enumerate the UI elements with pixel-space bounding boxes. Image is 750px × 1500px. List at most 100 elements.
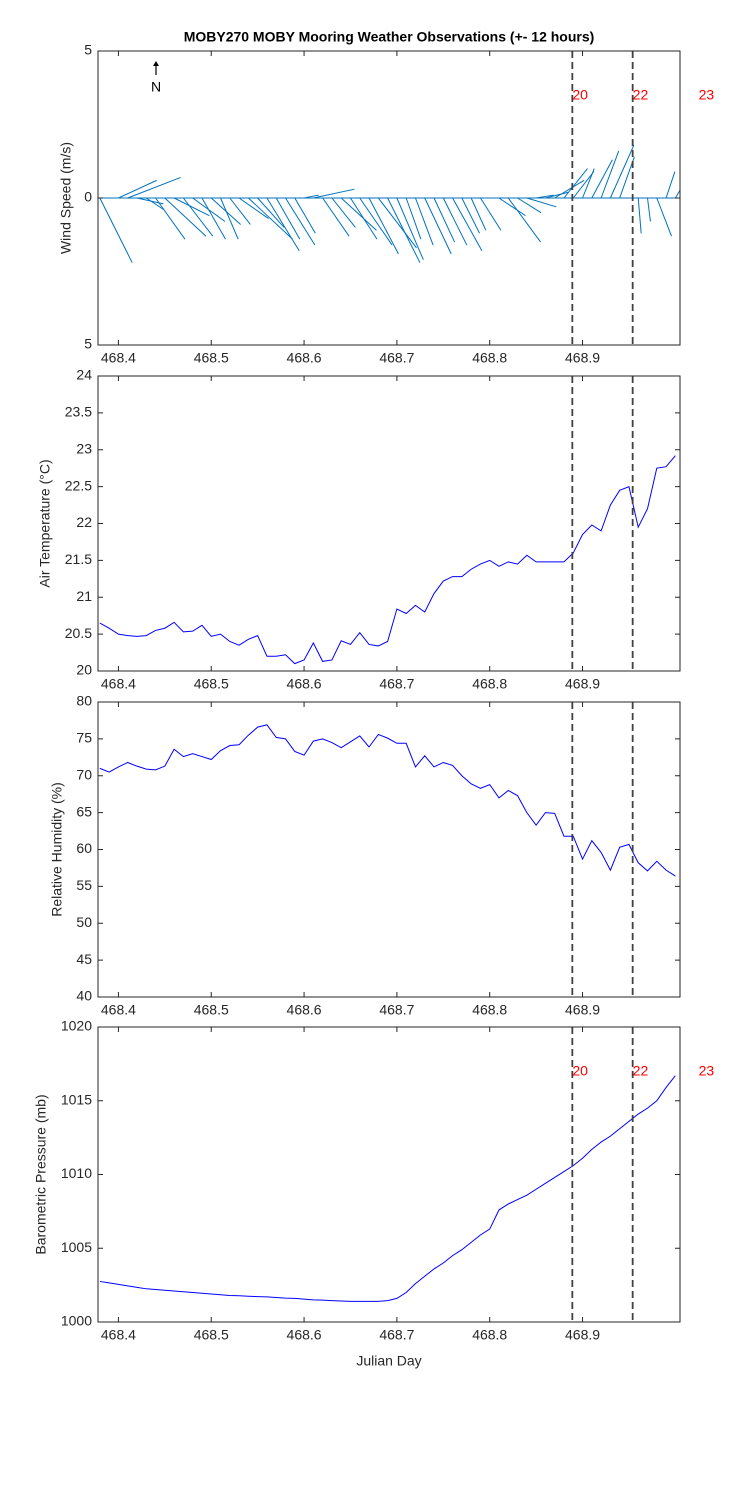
wind-stick: [647, 197, 651, 222]
x-tick-label: 468.7: [379, 350, 414, 366]
wind-stick: [322, 197, 350, 237]
north-arrow-head: [153, 61, 159, 66]
wind-stick: [545, 191, 570, 199]
wind-stick: [405, 197, 422, 240]
wind-stick: [118, 179, 157, 199]
x-tick-label: 468.8: [472, 1002, 507, 1018]
wind-stick: [285, 197, 316, 246]
y-tick-label: 1020: [61, 1018, 92, 1034]
axes-box: [97, 50, 681, 346]
wind-stick: [155, 197, 186, 240]
wind-stick: [600, 150, 620, 199]
data-line: [99, 724, 676, 877]
plot-area: [99, 455, 676, 665]
wind-stick: [526, 197, 557, 208]
x-tick-label: 468.4: [101, 1327, 136, 1343]
y-tick-label: 75: [76, 730, 92, 746]
wind-stick: [665, 171, 676, 199]
wind-stick: [396, 197, 424, 260]
y-tick-label: 21: [76, 588, 92, 604]
wind-stick: [387, 197, 421, 263]
chart-title: MOBY270 MOBY Mooring Weather Observation…: [184, 29, 595, 45]
y-tick-label: 65: [76, 803, 92, 819]
hour-label: 23: [699, 1063, 715, 1079]
hour-label: 22: [633, 87, 649, 103]
x-tick-label: 468.7: [379, 1327, 414, 1343]
x-tick-label: 468.5: [194, 350, 229, 366]
y-tick-label: 40: [76, 988, 92, 1004]
y-tick-label: 60: [76, 840, 92, 856]
x-tick-label: 468.4: [101, 1002, 136, 1018]
plot-area: [99, 724, 676, 877]
wind-stick: [414, 197, 434, 246]
wind-stick: [609, 144, 635, 199]
wind-stick: [201, 197, 226, 240]
y-tick-label: 5: [84, 42, 92, 58]
wind-stick: [507, 197, 542, 243]
y-tick-label: 21.5: [65, 551, 92, 567]
x-tick-label: 468.5: [194, 1002, 229, 1018]
y-tick-label: 20: [76, 662, 92, 678]
x-tick-label: 468.8: [472, 676, 507, 692]
axes-box: [97, 1026, 681, 1323]
wind-stick: [331, 197, 356, 228]
wind-stick: [359, 197, 393, 246]
wind-stick: [266, 197, 300, 252]
y-tick-label: 1000: [61, 1313, 92, 1329]
x-tick-label: 468.6: [287, 1327, 322, 1343]
axes-box: [97, 701, 681, 998]
y-axis-label: Barometric Pressure (mb): [33, 1094, 49, 1254]
y-tick-label: 0: [84, 189, 92, 205]
x-tick-label: 468.4: [101, 676, 136, 692]
data-line: [99, 455, 676, 665]
north-label: N: [151, 79, 161, 95]
y-axis-label: Air Temperature (°C): [37, 459, 53, 587]
data-line: [99, 1075, 676, 1302]
wind-stick: [229, 197, 251, 225]
wind-stick: [637, 197, 642, 234]
wind-stick: [127, 176, 181, 199]
wind-stick: [480, 197, 502, 231]
plot-area: [98, 144, 680, 263]
wind-stick: [238, 197, 269, 219]
wind-stick: [563, 168, 588, 199]
wind-stick: [572, 171, 595, 199]
wind-stick: [461, 197, 480, 234]
y-tick-label: 22: [76, 514, 92, 530]
wind-stick: [294, 197, 316, 234]
wind-stick: [303, 194, 319, 199]
x-tick-label: 468.6: [287, 676, 322, 692]
y-axis-label: Relative Humidity (%): [49, 782, 65, 917]
x-tick-label: 468.7: [379, 1002, 414, 1018]
wind-stick: [517, 197, 542, 214]
wind-stick: [498, 197, 526, 217]
y-tick-label: 1015: [61, 1091, 92, 1107]
x-tick-label: 468.7: [379, 676, 414, 692]
y-tick-label: 23: [76, 440, 92, 456]
y-axis-label: Wind Speed (m/s): [58, 142, 74, 254]
y-tick-label: 70: [76, 766, 92, 782]
y-tick-label: 22.5: [65, 477, 92, 493]
wind-stick: [591, 159, 613, 199]
x-tick-label: 468.8: [472, 350, 507, 366]
wind-stick: [248, 197, 293, 240]
wind-stick: [582, 168, 595, 199]
wind-stick: [340, 197, 377, 231]
wind-stick: [656, 197, 672, 237]
wind-stick: [674, 189, 680, 199]
y-tick-label: 1010: [61, 1165, 92, 1181]
y-tick-label: 24: [76, 367, 92, 383]
x-tick-label: 468.9: [565, 1002, 600, 1018]
wind-stick: [275, 197, 301, 240]
hour-label: 20: [572, 87, 588, 103]
x-tick-label: 468.9: [565, 350, 600, 366]
wind-stick: [257, 197, 285, 228]
x-tick-label: 468.8: [472, 1327, 507, 1343]
x-tick-label: 468.9: [565, 676, 600, 692]
wind-stick: [183, 197, 214, 237]
wind-stick: [173, 197, 210, 217]
hour-label: 20: [572, 1063, 588, 1079]
wind-stick: [424, 197, 452, 255]
